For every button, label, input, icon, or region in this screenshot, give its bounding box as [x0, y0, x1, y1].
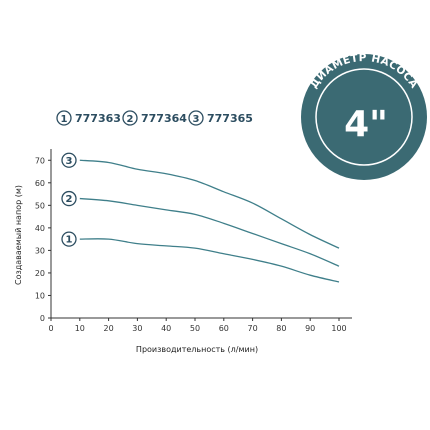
badge-inner-ring: [315, 68, 413, 166]
x-tick-label: 10: [75, 324, 85, 333]
axes: [50, 149, 352, 319]
legend-marker-1: [56, 110, 72, 126]
curve-marker-label: 2: [66, 194, 73, 205]
x-tick-label: 20: [104, 324, 114, 333]
curve-marker-label: 3: [66, 156, 73, 167]
curve-marker-2: [61, 190, 77, 207]
x-tick-label: 70: [248, 324, 258, 333]
legend-item-2: 2 777364: [122, 110, 187, 126]
y-tick-label: 40: [35, 224, 45, 233]
curve-marker-1: [61, 231, 77, 247]
legend-item-1: 1 777363: [56, 110, 121, 126]
curve-3: [79, 159, 340, 249]
pump-diameter-badge: ДИАМЕТР НАСОСА 4": [301, 52, 427, 180]
curve-marker-label: 1: [66, 235, 73, 246]
curve-marker-3: [61, 152, 77, 168]
x-axis-title: Производительность (л/мин): [136, 345, 258, 354]
x-tick-label: 0: [48, 324, 53, 333]
y-tick-label: 70: [35, 156, 45, 165]
x-tick-label: 100: [331, 324, 346, 333]
x-tick-label: 80: [276, 324, 286, 333]
y-tick-label: 0: [40, 314, 45, 323]
x-tick-label: 30: [132, 324, 142, 333]
y-axis-title: Создаваемый напор (м): [14, 185, 23, 285]
x-axis-ticks: 0 10 20 30 40 50 60 70 80 90 100: [48, 318, 347, 333]
legend-code-2: 777364: [141, 112, 187, 125]
y-axis-ticks: 0 10 20 30 40 50 60 70: [35, 156, 51, 323]
legend-number-2: 2: [127, 114, 134, 125]
curve-markers: 1 2 3: [61, 152, 77, 247]
badge-size-label: 4": [344, 104, 388, 145]
curve-1: [79, 238, 340, 283]
curve-2: [79, 197, 340, 267]
legend-marker-2: [122, 110, 138, 126]
legend-code-3: 777365: [207, 112, 253, 125]
legend-marker-3: [188, 110, 204, 126]
y-tick-label: 30: [35, 246, 45, 255]
curves: [79, 159, 340, 283]
y-tick-label: 20: [35, 269, 45, 278]
x-tick-label: 40: [161, 324, 171, 333]
x-tick-label: 60: [219, 324, 229, 333]
legend-number-1: 1: [61, 114, 68, 125]
legend-item-3: 3 777365: [188, 110, 253, 126]
y-tick-label: 50: [35, 201, 45, 210]
legend: 1 777363 2 777364 3 777365: [56, 110, 253, 126]
badge-circle: [301, 54, 427, 180]
y-tick-label: 60: [35, 179, 45, 188]
x-tick-label: 90: [305, 324, 315, 333]
x-tick-label: 50: [190, 324, 200, 333]
legend-code-1: 777363: [75, 112, 121, 125]
legend-number-3: 3: [193, 114, 200, 125]
y-tick-label: 10: [35, 291, 45, 300]
